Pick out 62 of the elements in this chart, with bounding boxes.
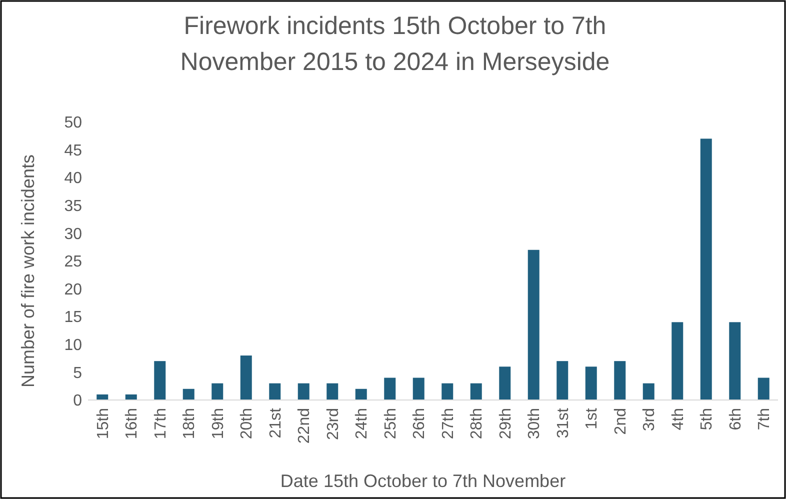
x-tick-label: 5th	[698, 408, 716, 430]
y-tick-label: 5	[73, 364, 82, 382]
x-tick-label: 20th	[238, 408, 256, 440]
bar	[154, 361, 166, 400]
bar	[326, 383, 338, 400]
bar	[355, 388, 367, 400]
bar	[182, 388, 194, 400]
bar	[269, 383, 281, 400]
x-tick-label: 4th	[670, 408, 687, 430]
x-tick-label: 30th	[526, 408, 544, 440]
x-tick-label: 27th	[440, 408, 457, 440]
bar	[642, 383, 654, 400]
x-tick-label: 17th	[152, 408, 170, 440]
x-tick-label: 21st	[267, 407, 284, 438]
x-tick-label: 26th	[411, 408, 428, 440]
x-tick-label: 1st	[584, 407, 601, 430]
x-tick-label: 16th	[124, 408, 141, 440]
bar	[614, 361, 626, 400]
x-tick-label: 3rd	[641, 408, 658, 432]
y-tick-label: 50	[64, 114, 82, 132]
chart-title: Firework incidents 15th October to 7th November 2015 to 2024 in Merseyside	[180, 12, 610, 76]
y-tick-label: 35	[64, 198, 82, 215]
x-tick-label: 23rd	[324, 408, 342, 440]
x-tick-label: 18th	[181, 408, 198, 440]
bar	[412, 378, 424, 400]
bar	[125, 394, 137, 400]
x-tick-label: 22nd	[296, 408, 314, 444]
bar	[212, 383, 224, 400]
bar	[96, 394, 108, 400]
x-tick-label: 7th	[756, 408, 774, 430]
bar	[442, 383, 454, 400]
y-axis-title: Number of fire work incidents	[18, 154, 38, 388]
bar	[240, 356, 252, 400]
bar	[499, 366, 511, 400]
y-tick-label: 30	[64, 226, 82, 243]
bar	[470, 383, 482, 400]
x-tick-label: 28th	[468, 408, 486, 440]
y-tick-label: 20	[64, 281, 82, 298]
bar	[585, 366, 597, 400]
bar	[672, 322, 684, 400]
y-tick-label: 40	[64, 170, 82, 188]
y-tick-label: 0	[73, 392, 82, 410]
bar	[528, 250, 540, 400]
bar	[556, 361, 568, 400]
bar	[384, 378, 396, 400]
y-tick-label: 25	[64, 254, 82, 271]
y-tick-label: 15	[64, 309, 82, 326]
y-tick-label: 10	[64, 337, 82, 354]
bar	[758, 378, 770, 400]
y-tick-label: 45	[64, 142, 82, 160]
x-tick-label: 29th	[497, 408, 514, 440]
x-tick-label: 19th	[210, 408, 227, 440]
x-tick-label: 31st	[554, 407, 572, 438]
bar	[700, 138, 712, 400]
bar	[298, 383, 310, 400]
x-tick-label: 2nd	[612, 408, 630, 435]
x-tick-label: 24th	[354, 408, 371, 440]
x-tick-label: 15th	[94, 408, 112, 440]
x-tick-label: 25th	[382, 408, 400, 440]
x-tick-label: 6th	[727, 408, 744, 430]
x-axis-title: Date 15th October to 7th November	[280, 471, 566, 491]
bar	[729, 322, 741, 400]
